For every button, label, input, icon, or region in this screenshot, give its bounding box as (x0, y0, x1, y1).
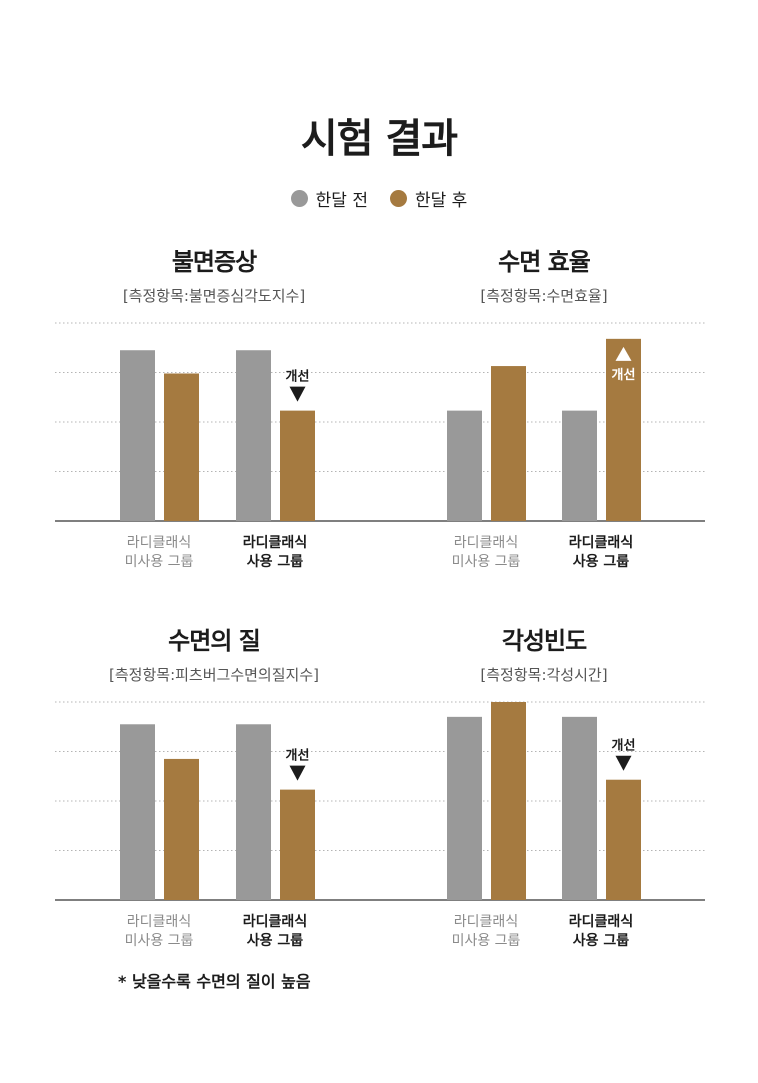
panel-title-sleep-quality: 수면의 질 (168, 627, 261, 655)
category-label: 미사용 그룹 (125, 933, 194, 949)
panel-title-insomnia: 불면증상 (171, 248, 257, 276)
bar-before (447, 716, 482, 900)
bar-before (447, 410, 482, 521)
category-label: 라디클래식 (454, 914, 518, 930)
category-label: 라디클래식 (569, 535, 633, 551)
bar-after (491, 702, 526, 900)
bar-after (164, 758, 199, 900)
footnote: * 낮을수록 수면의 질이 높음 (118, 972, 311, 991)
legend-label-after: 한달 후 (415, 191, 468, 211)
legend-item-after: 한달 후 (390, 186, 467, 211)
bar-after (491, 366, 526, 521)
category-label: 사용 그룹 (247, 933, 304, 949)
improvement-label: 개선 (612, 738, 636, 754)
category-label: 라디클래식 (569, 914, 633, 930)
category-label: 미사용 그룹 (452, 933, 521, 949)
panel-subtitle-insomnia: [측정항목:불면증심각도지수] (122, 287, 306, 305)
bar-before (562, 716, 597, 900)
bar-before (120, 350, 155, 521)
bar-before (236, 350, 271, 521)
bar-before (120, 724, 155, 900)
arrow-down-icon (289, 386, 306, 402)
legend-swatch-before (290, 190, 308, 207)
panel-subtitle-sleep-efficiency: [측정항목:수면효율] (480, 287, 608, 305)
bar-before (562, 410, 597, 521)
improvement-label: 개선 (286, 748, 310, 764)
page-title: 시험 결과 (300, 116, 458, 162)
arrow-down-icon (615, 755, 632, 771)
panel-header-arousal-frequency: 각성빈도 [측정항목:각성시간] (394, 621, 694, 685)
panel-header-sleep-quality: 수면의 질 [측정항목:피츠버그수면의질지수] (64, 621, 364, 685)
bar-before (236, 724, 271, 900)
category-label: 라디클래식 (127, 914, 191, 930)
improvement-label: 개선 (286, 369, 310, 385)
category-label: 라디클래식 (243, 914, 307, 930)
bar-after (606, 779, 641, 900)
bar-after (280, 410, 315, 521)
bar-after (606, 338, 641, 521)
panel-header-insomnia: 불면증상 [측정항목:불면증심각도지수] (64, 242, 364, 306)
panel-title-sleep-efficiency: 수면 효율 (498, 248, 591, 276)
arrow-up-icon (615, 346, 632, 361)
category-label: 라디클래식 (127, 535, 191, 551)
panel-subtitle-sleep-quality: [측정항목:피츠버그수면의질지수] (109, 666, 319, 684)
category-label: 미사용 그룹 (125, 554, 194, 570)
category-label: 사용 그룹 (573, 554, 630, 570)
bar-after (280, 789, 315, 900)
improvement-label: 개선 (612, 367, 636, 383)
legend-label-before: 한달 전 (315, 191, 368, 211)
legend-item-before: 한달 전 (290, 186, 368, 211)
bar-after (164, 373, 199, 521)
panel-subtitle-arousal-frequency: [측정항목:각성시간] (480, 666, 608, 684)
category-label: 미사용 그룹 (452, 554, 521, 570)
category-label: 라디클래식 (454, 535, 518, 551)
panel-title-arousal-frequency: 각성빈도 (501, 627, 587, 655)
legend: 한달 전 한달 후 (0, 186, 758, 211)
panel-header-sleep-efficiency: 수면 효율 [측정항목:수면효율] (394, 242, 694, 306)
legend-swatch-after (390, 190, 407, 207)
category-label: 라디클래식 (243, 535, 307, 551)
category-label: 사용 그룹 (247, 554, 304, 570)
arrow-down-icon (289, 765, 306, 781)
category-label: 사용 그룹 (573, 933, 630, 949)
